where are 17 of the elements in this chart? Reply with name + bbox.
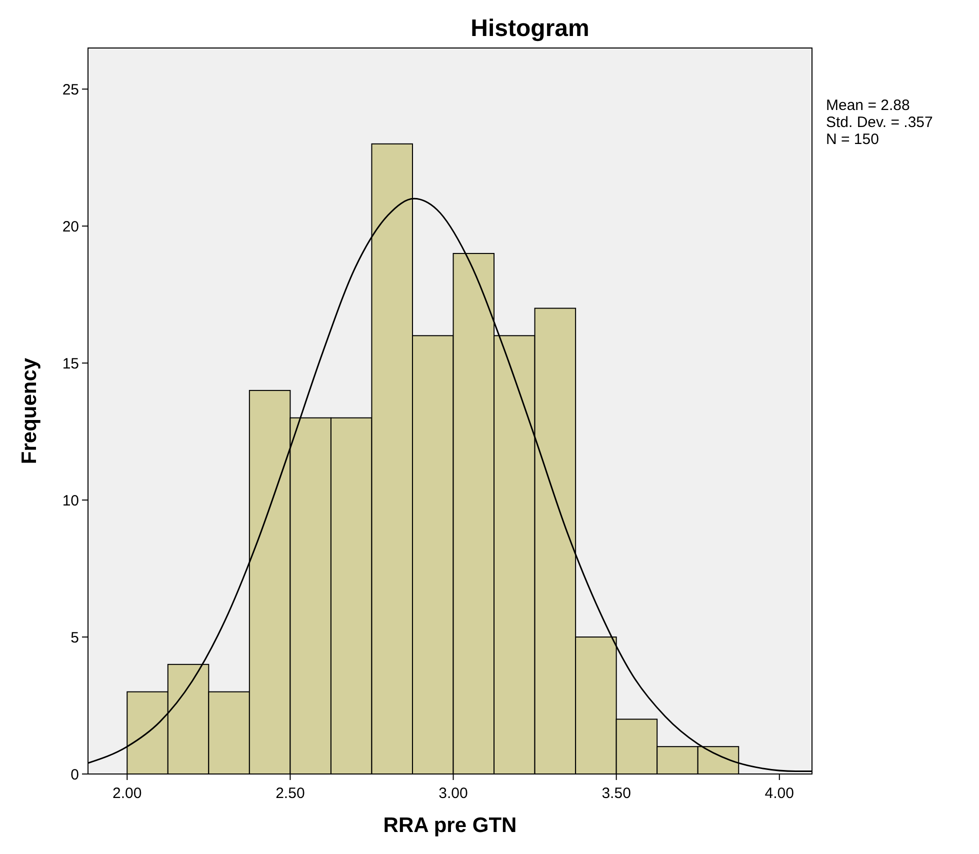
x-tick-label: 2.50 bbox=[276, 785, 305, 802]
x-tick-label: 3.50 bbox=[602, 785, 631, 802]
text: Mean = 2.88 bbox=[826, 97, 910, 114]
y-tick-label: 10 bbox=[62, 492, 79, 510]
text: N = 150 bbox=[826, 131, 879, 148]
x-tick-label: 3.00 bbox=[438, 785, 468, 802]
y-tick-label: 5 bbox=[70, 629, 79, 646]
y-axis-title: Frequency bbox=[18, 358, 41, 464]
x-axis-title: RRA pre GTN bbox=[383, 814, 517, 837]
chart-title: Histogram bbox=[470, 15, 590, 42]
y-tick-label: 0 bbox=[70, 766, 79, 784]
text: Std. Dev. = .357 bbox=[826, 114, 933, 131]
y-tick-label: 15 bbox=[62, 355, 79, 372]
x-tick-label: 4.00 bbox=[764, 785, 794, 802]
y-tick-label: 25 bbox=[62, 81, 79, 98]
y-tick-label: 20 bbox=[62, 218, 79, 236]
x-tick-label: 2.00 bbox=[112, 785, 142, 802]
